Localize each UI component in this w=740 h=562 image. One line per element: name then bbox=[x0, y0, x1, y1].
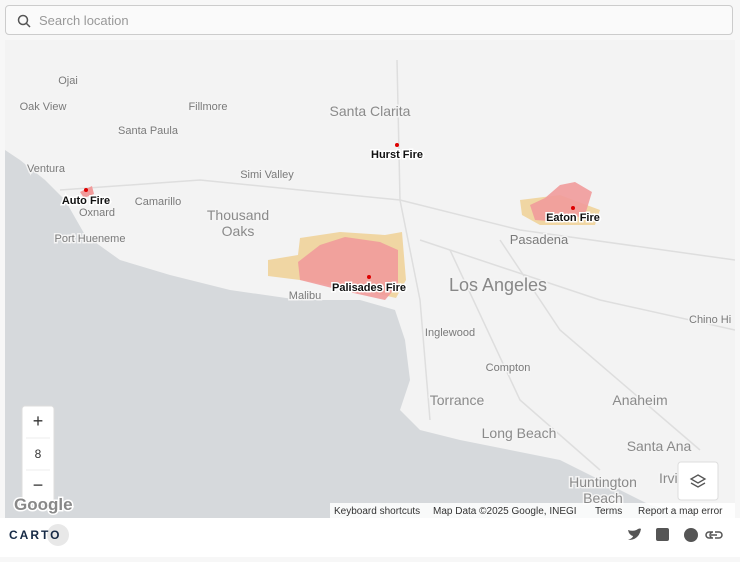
attribution-link[interactable]: Keyboard shortcuts bbox=[334, 506, 420, 517]
link-icon[interactable] bbox=[705, 531, 723, 539]
place-label: Oak View bbox=[20, 101, 67, 113]
place-label: Oxnard bbox=[79, 207, 115, 219]
attribution-link[interactable]: Report a map error bbox=[638, 506, 723, 517]
zoom-level: 8 bbox=[35, 447, 42, 461]
place-label: Santa Paula bbox=[118, 125, 179, 137]
place-label: Port Hueneme bbox=[55, 233, 126, 245]
place-label: Santa Clarita bbox=[330, 103, 411, 119]
fire-perimeter bbox=[80, 186, 94, 198]
place-label: Pasadena bbox=[510, 232, 569, 247]
map: Ojai Oak View Fillmore Santa Clarita San… bbox=[5, 40, 735, 518]
attribution-link[interactable]: Terms bbox=[595, 506, 622, 517]
search-box[interactable]: Search location bbox=[5, 5, 733, 35]
place-label: Los Angeles bbox=[449, 275, 547, 295]
place-label: Camarillo bbox=[135, 196, 181, 208]
brand-mark bbox=[47, 524, 69, 546]
place-label: Ventura bbox=[27, 163, 66, 175]
layers-button[interactable] bbox=[677, 461, 719, 501]
fire-perimeter bbox=[530, 182, 592, 222]
footer: CARTO bbox=[0, 518, 740, 557]
fire-point bbox=[395, 143, 399, 147]
place-label: Anaheim bbox=[612, 392, 667, 408]
linkedin-icon[interactable] bbox=[656, 528, 669, 541]
place-label: Chino Hi bbox=[689, 314, 731, 326]
place-label: Santa Ana bbox=[627, 438, 692, 454]
attribution-bar bbox=[330, 503, 735, 518]
fire-label: Auto Fire bbox=[62, 195, 110, 207]
twitter-icon[interactable] bbox=[628, 528, 641, 541]
ocean bbox=[5, 150, 700, 518]
fire-perimeter bbox=[298, 237, 398, 300]
place-label: Inglewood bbox=[425, 327, 475, 339]
zoom-control: + 8 − bbox=[21, 405, 55, 503]
zoom-in[interactable]: + bbox=[33, 411, 44, 431]
brand: CARTO bbox=[9, 528, 61, 542]
place-label: Irvi bbox=[659, 470, 678, 486]
footer-graphics: CARTO bbox=[9, 524, 723, 546]
fire-label: Palisades Fire bbox=[332, 282, 406, 294]
place-label: Long Beach bbox=[482, 425, 557, 441]
fire-label: Hurst Fire bbox=[371, 149, 423, 161]
place-label: Torrance bbox=[430, 392, 485, 408]
place-label: Ojai bbox=[58, 75, 78, 87]
fire-label: Eaton Fire bbox=[546, 212, 600, 224]
place-label: Thousand Oaks bbox=[207, 207, 269, 239]
search-placeholder: Search location bbox=[39, 13, 129, 28]
place-label: Compton bbox=[486, 362, 531, 374]
fire-point bbox=[84, 188, 88, 192]
facebook-icon[interactable] bbox=[684, 528, 698, 542]
fire-point bbox=[367, 275, 371, 279]
fire-point bbox=[571, 206, 575, 210]
place-label: Huntington Beach bbox=[569, 474, 637, 506]
map-credit: Google bbox=[14, 495, 73, 514]
place-label: Malibu bbox=[289, 290, 321, 302]
roads bbox=[59, 59, 735, 471]
search-icon bbox=[17, 14, 31, 28]
place-label: Fillmore bbox=[188, 101, 227, 113]
place-label: Simi Valley bbox=[240, 169, 294, 181]
zoom-out[interactable]: − bbox=[33, 475, 44, 495]
attribution-text: Map Data ©2025 Google, INEGI bbox=[433, 506, 577, 517]
